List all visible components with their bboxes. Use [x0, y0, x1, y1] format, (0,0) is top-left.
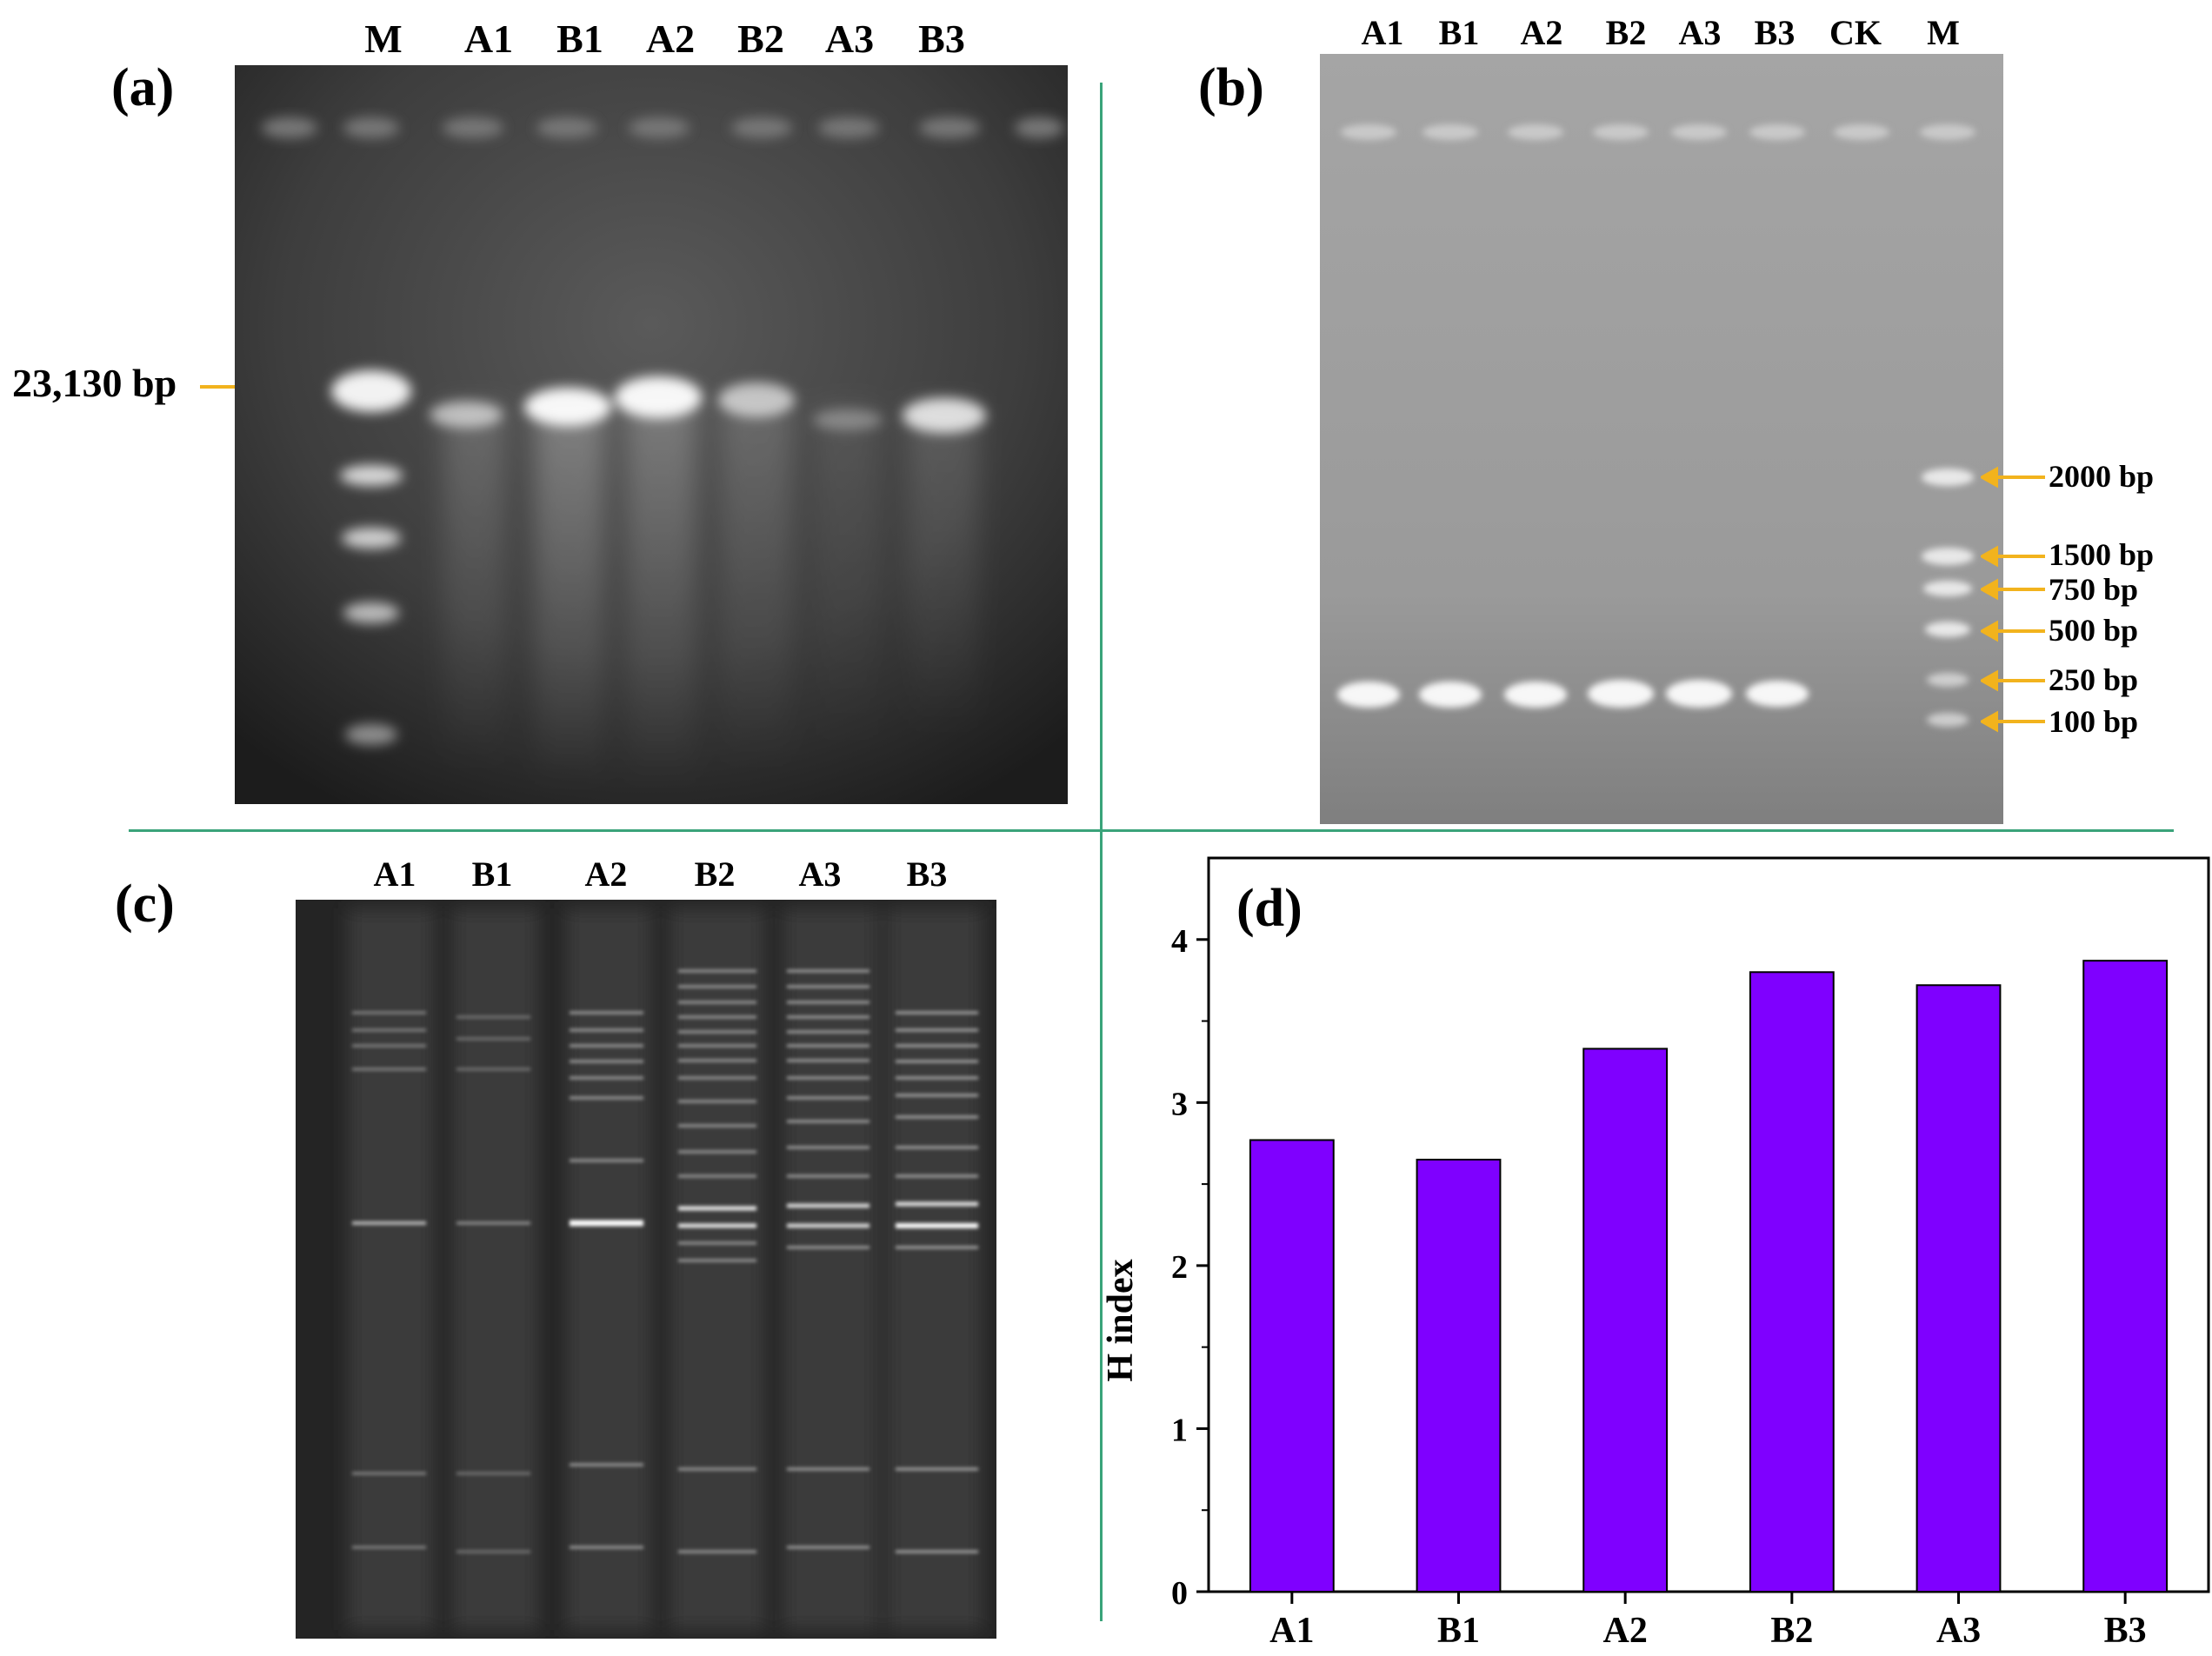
panel-b-lane-label: A1 [1361, 13, 1404, 52]
panel-a-lane-label: B1 [556, 17, 603, 61]
y-tick-label: 4 [1171, 923, 1188, 960]
x-tick-label: B2 [1770, 1611, 1813, 1651]
bar-b2 [1749, 971, 1835, 1593]
panel-a-lane-label: A2 [645, 17, 696, 61]
x-tick-label: B1 [1437, 1611, 1480, 1651]
panel-b-lane-label: CK [1829, 13, 1882, 52]
panel-b-letter: (b) [1198, 58, 1264, 117]
panel-a-gel-image [235, 65, 1068, 804]
bar-a1 [1249, 1139, 1335, 1593]
panel-b-marker-label: 1500 bp [2049, 537, 2155, 572]
x-tick-label: A1 [1269, 1611, 1314, 1651]
y-tick-label: 3 [1171, 1086, 1188, 1122]
y-tick-label: 2 [1171, 1249, 1188, 1286]
panel-c-lane-label: B2 [694, 855, 736, 894]
panel-a-lane-label: M [364, 17, 403, 61]
divider-vertical [1100, 83, 1103, 1621]
panel-c-lane-label: A2 [584, 855, 628, 894]
panel-b-lane-label: B3 [1754, 13, 1796, 52]
panel-a-lane-label: B3 [918, 17, 965, 61]
panel-b-lane-label: A3 [1678, 13, 1722, 52]
panel-b-gel-image [1320, 54, 2003, 824]
chart-ticks: 0 1 2 3 4 A1 B1 A2 B2 A3 B3 [1171, 923, 2147, 1651]
x-tick-label: A2 [1602, 1611, 1647, 1651]
panel-b-marker-label: 2000 bp [2049, 459, 2155, 494]
bar-a2 [1582, 1047, 1669, 1593]
panel-b-lane-label: B2 [1605, 13, 1647, 52]
panel-b-marker-label: 100 bp [2049, 704, 2139, 739]
panel-a-lane-label: A3 [824, 17, 875, 61]
chart-bars [1249, 960, 2169, 1593]
plot-frame [1207, 856, 2210, 1593]
bar-a3 [1916, 984, 2002, 1593]
panel-b-lane-label: B1 [1438, 13, 1480, 52]
panel-b-marker-label: 250 bp [2049, 662, 2139, 697]
panel-b-lane-label: A2 [1520, 13, 1563, 52]
panel-c-lane-label: B1 [471, 855, 513, 894]
h-index-bar-chart: (d) H index 0 1 2 3 4 A1 B1 A2 B2 A3 B3 [1101, 856, 2210, 1651]
panel-a-lane-label: B2 [737, 17, 784, 61]
panel-d-letter: (d) [1236, 879, 1303, 938]
bar-b1 [1416, 1158, 1502, 1593]
panel-a-lane-label: A1 [463, 17, 514, 61]
divider-horizontal [129, 829, 2174, 832]
panel-c-lane-label: B3 [906, 855, 948, 894]
panel-b-marker-label: 750 bp [2049, 572, 2139, 607]
panel-b-lane-label: M [1927, 13, 1960, 52]
panel-c-lane-label: A1 [373, 855, 416, 894]
y-axis-label: H index [1101, 1259, 1141, 1381]
panel-b-marker-label: 500 bp [2049, 613, 2139, 648]
x-tick-label: A3 [1936, 1611, 1981, 1651]
y-tick-label: 0 [1171, 1575, 1188, 1612]
panel-a-letter: (a) [111, 58, 175, 117]
bar-b3 [2082, 960, 2169, 1593]
y-tick-label: 1 [1171, 1412, 1188, 1448]
panel-b-marker-arrows [1981, 466, 2045, 733]
chart-axes [1207, 856, 2210, 1593]
panel-c-lane-label: A3 [798, 855, 842, 894]
panel-a-marker-label: 23,130 bp [12, 361, 177, 405]
x-tick-label: B3 [2104, 1611, 2147, 1651]
panel-c-letter: (c) [115, 875, 175, 934]
panel-c-gel-image [296, 900, 996, 1639]
